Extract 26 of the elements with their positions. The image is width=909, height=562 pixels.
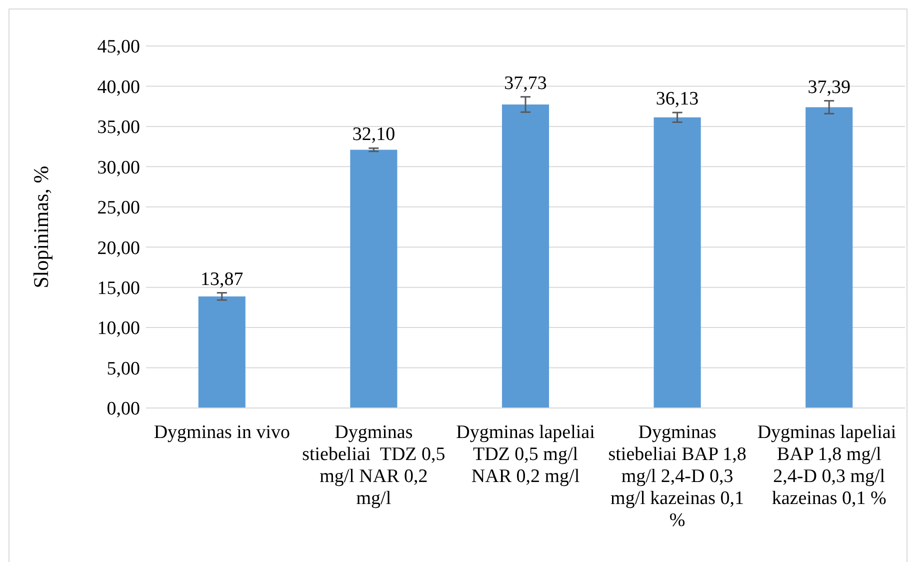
bar: [198, 296, 246, 408]
y-tick-label: 35,00: [97, 117, 140, 138]
y-tick-label: 0,00: [106, 398, 140, 420]
x-tick-label: Dygminas lapeliai BAP 1,8 mg/l 2,4-D 0,3 mg/l kazeinas 0,1 %: [757, 422, 901, 509]
x-tick-label: Dygminas in vivo: [154, 422, 290, 443]
x-tick-label: Dygminas stiebeliai BAP 1,8 mg/l 2,4-D 0,3 mg/l kazeinas 0,1 %: [608, 422, 746, 531]
bar: [654, 117, 701, 408]
y-axis-title: Slopinimas, %: [29, 166, 53, 288]
bar: [350, 150, 398, 408]
x-tick-label: Dygminas lapeliai TDZ 0,5 mg/l NAR 0,2 mg/l: [456, 422, 595, 487]
y-tick-label: 25,00: [97, 198, 140, 219]
y-tick-label: 15,00: [97, 278, 140, 299]
y-tick-label: 10,00: [97, 318, 140, 340]
y-tick-label: 45,00: [97, 36, 140, 58]
bar: [806, 107, 853, 408]
data-label: 37,73: [504, 72, 547, 94]
data-label: 13,87: [200, 268, 244, 290]
x-tick-label: Dygminas stiebeliai TDZ 0,5 mg/l NAR 0,2 mg/l: [302, 422, 446, 509]
y-tick-label: 5,00: [106, 358, 140, 380]
y-tick-label: 30,00: [97, 157, 140, 178]
bar: [502, 104, 550, 408]
data-label: 32,10: [352, 124, 396, 146]
y-tick-label: 40,00: [97, 76, 140, 98]
data-label: 37,39: [808, 76, 850, 98]
data-label: 36,13: [656, 88, 699, 110]
y-tick-label: 20,00: [97, 238, 140, 259]
